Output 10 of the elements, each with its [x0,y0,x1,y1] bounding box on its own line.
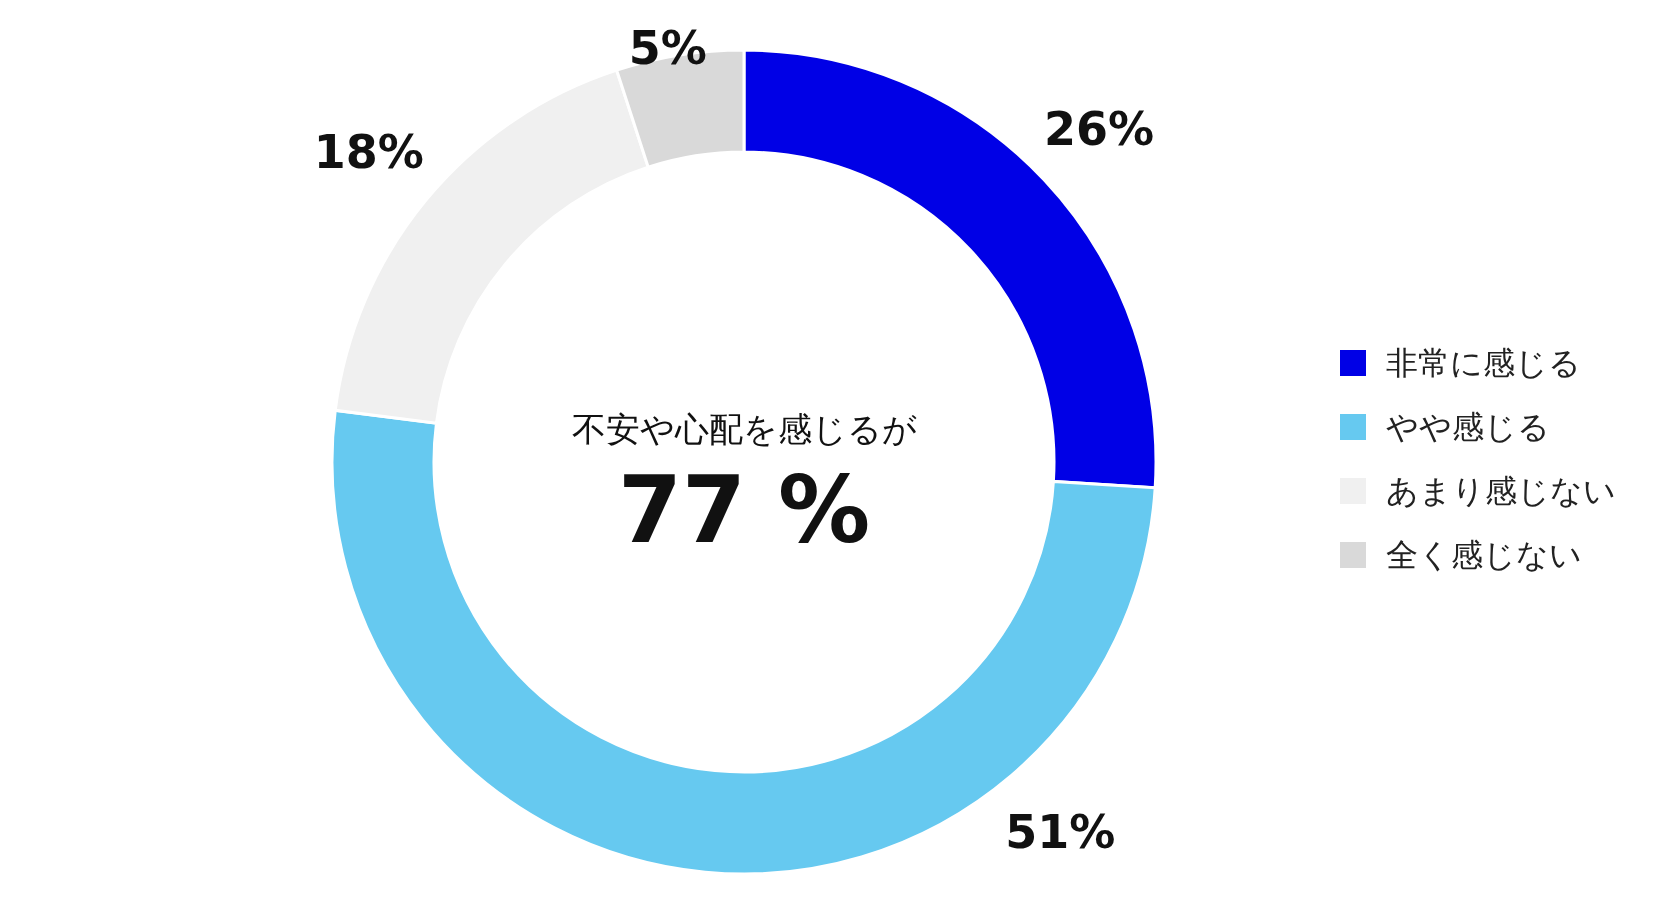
legend-label: やや感じる [1386,408,1550,446]
text: 不安や心配を感じるが [571,409,917,449]
text: 77 % [617,456,871,564]
data-label: 18% [313,124,424,179]
legend-label: 非常に感じる [1386,344,1581,382]
legend-label: あまり感じない [1386,472,1616,510]
data-label: 26% [1043,101,1155,156]
data-label: 51% [1005,805,1116,860]
legend-label: 全く感じない [1386,536,1582,574]
data-label: 5% [628,21,707,75]
